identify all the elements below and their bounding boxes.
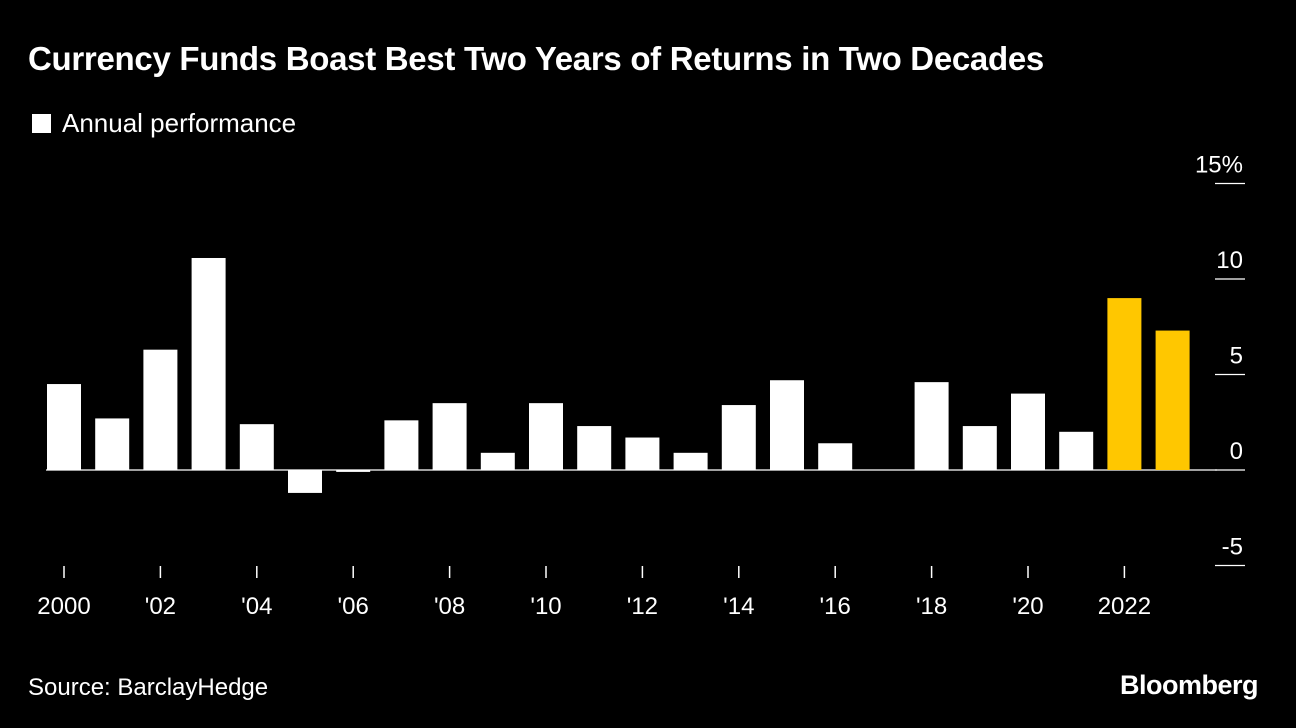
- bar-2002: [143, 349, 178, 470]
- y-tick-label: 10: [1216, 247, 1243, 274]
- y-tick-label: -5: [1222, 534, 1243, 561]
- x-tick-label: '16: [820, 593, 851, 620]
- x-tick-label: 2000: [37, 593, 90, 620]
- bar-2000: [47, 384, 81, 470]
- x-tick-label: '18: [916, 593, 947, 620]
- bar-2014: [721, 405, 756, 470]
- legend: Annual performance: [32, 108, 296, 139]
- legend-label: Annual performance: [62, 108, 297, 138]
- x-tick-label: '10: [530, 593, 561, 620]
- bar-2010: [529, 403, 563, 470]
- x-tick-label: '20: [1012, 593, 1043, 620]
- bar-2009: [480, 452, 515, 470]
- bar-2013: [673, 452, 708, 470]
- y-tick-label: 5: [1230, 343, 1243, 370]
- y-tick-label: 15%: [1195, 152, 1243, 179]
- bar-2012: [625, 437, 660, 470]
- x-tick-label: '14: [723, 593, 754, 620]
- bar-2001: [95, 418, 130, 470]
- bar-2020: [1011, 393, 1045, 470]
- source-note: Source: BarclayHedge: [28, 674, 269, 701]
- bar-2007: [384, 420, 419, 470]
- bar-2005: [288, 470, 322, 493]
- bar-2003: [191, 257, 226, 470]
- y-tick-label: 0: [1230, 438, 1243, 465]
- bar-2008: [432, 403, 467, 470]
- x-tick-label: '06: [338, 593, 369, 620]
- bar-2023: [1155, 330, 1190, 470]
- bloomberg-logo: Bloomberg: [1119, 670, 1259, 700]
- bar-2016: [818, 443, 853, 470]
- bar-2018: [914, 382, 949, 470]
- bar-2022: [1107, 298, 1142, 470]
- x-tick-label: '04: [241, 593, 272, 620]
- chart-title: Currency Funds Boast Best Two Years of R…: [28, 40, 1044, 77]
- bar-2011: [577, 426, 612, 470]
- bar-2021: [1059, 431, 1094, 470]
- x-tick-label: '08: [434, 593, 465, 620]
- legend-swatch: [32, 114, 51, 133]
- x-tick-label: '12: [627, 593, 658, 620]
- bar-2019: [962, 426, 997, 470]
- bar-2004: [239, 424, 274, 470]
- bar-2015: [770, 380, 804, 470]
- x-tick-label: 2022: [1098, 593, 1151, 620]
- bar-2006: [336, 470, 371, 472]
- x-tick-label: '02: [145, 593, 176, 620]
